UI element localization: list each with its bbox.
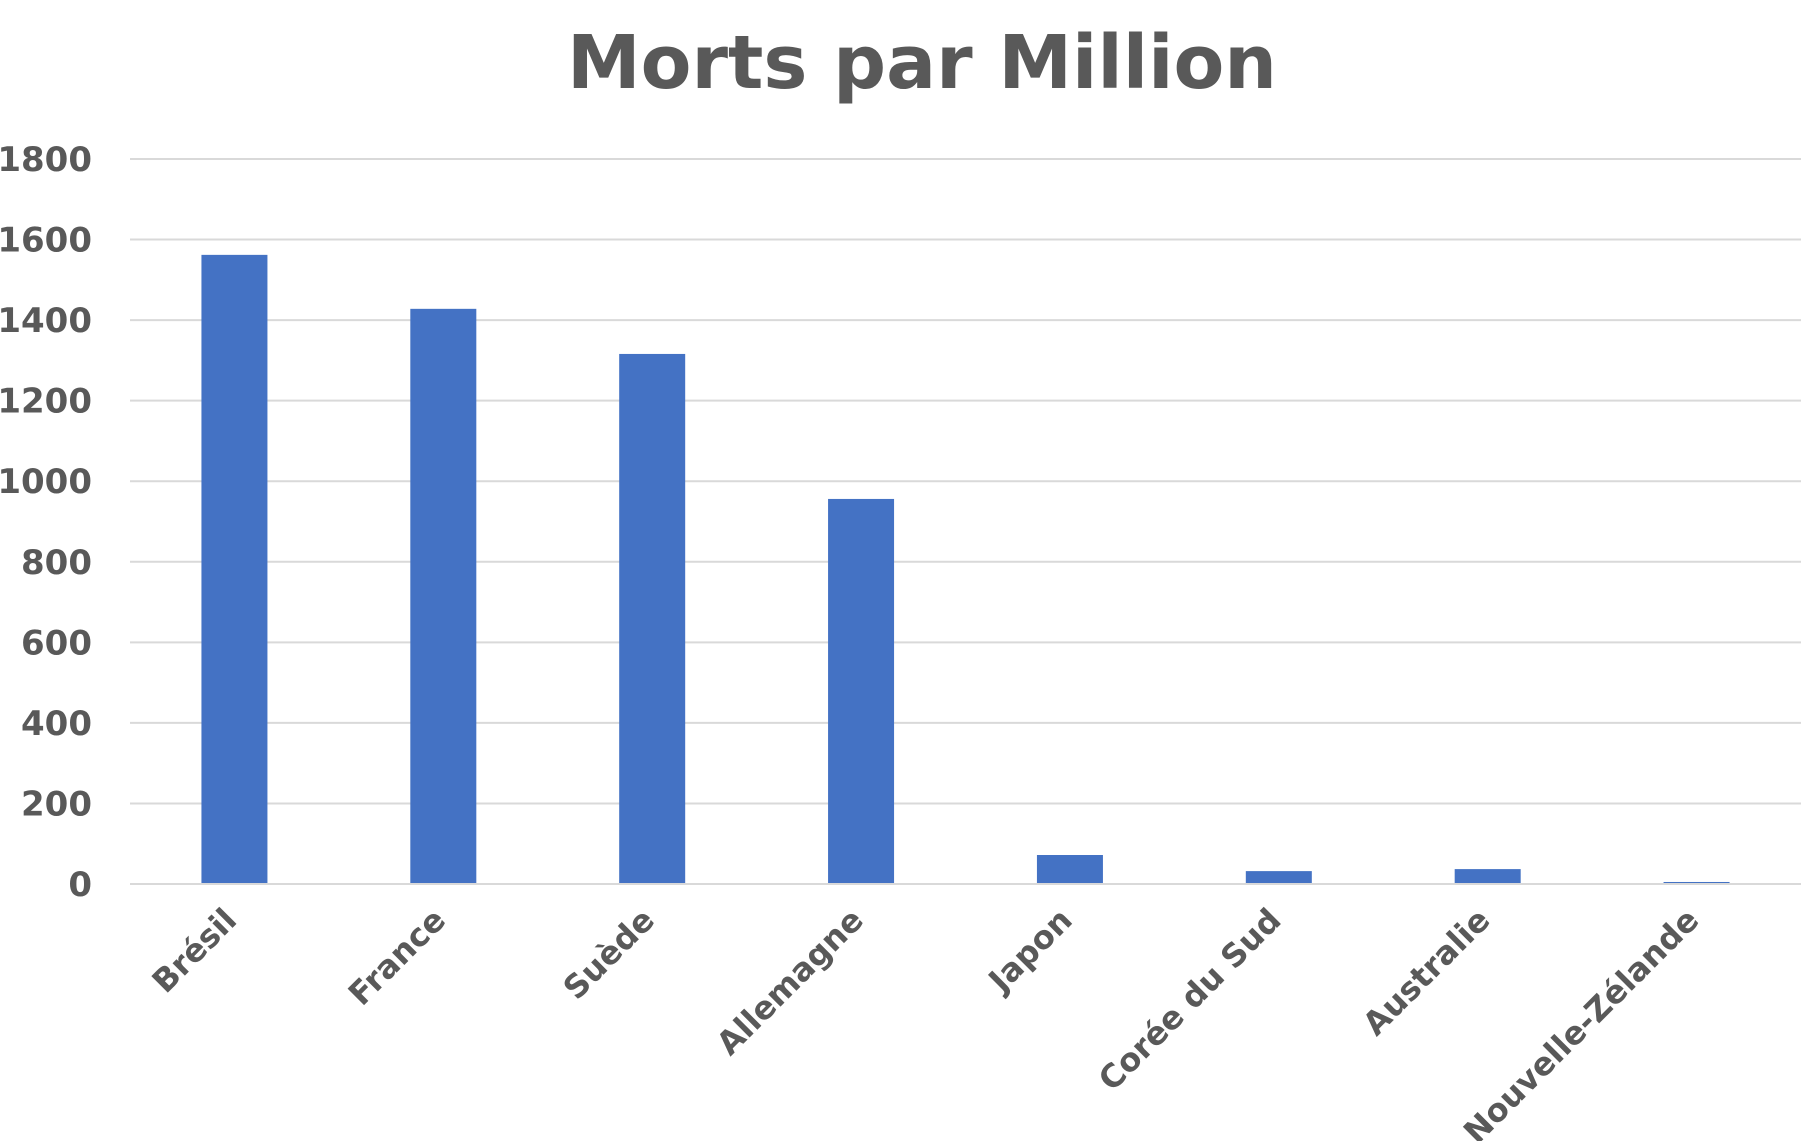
x-category-label: Allemagne xyxy=(709,901,871,1063)
x-category-label: Japon xyxy=(980,901,1080,1001)
y-tick-label: 1000 xyxy=(0,462,92,502)
y-tick-label: 1400 xyxy=(0,301,92,341)
bar-0 xyxy=(201,254,268,885)
bar-1 xyxy=(410,308,477,884)
bar-7 xyxy=(1663,881,1730,884)
bar-5 xyxy=(1245,871,1312,884)
x-category-label: Australie xyxy=(1355,901,1497,1043)
bar-4 xyxy=(1036,855,1103,884)
bars xyxy=(201,254,1730,885)
y-tick-label: 200 xyxy=(21,784,92,824)
chart-title: Morts par Million xyxy=(567,20,1277,106)
y-tick-label: 1600 xyxy=(0,221,92,261)
bar-2 xyxy=(619,353,686,884)
x-category-label: Corée du Sud xyxy=(1091,901,1289,1099)
x-category-label: France xyxy=(341,901,453,1013)
y-tick-label: 800 xyxy=(21,543,92,583)
x-category-label: Brésil xyxy=(144,901,244,1001)
x-category-label: Suède xyxy=(556,901,662,1007)
y-axis-tick-labels: 0 200 400 600 800 1000 1200 1400 1600 1800 xyxy=(0,140,92,905)
y-tick-label: 1800 xyxy=(0,140,92,180)
bar-3 xyxy=(828,498,895,884)
y-tick-label: 1200 xyxy=(0,382,92,422)
x-category-label: Nouvelle-Zélande xyxy=(1456,901,1706,1141)
bar-6 xyxy=(1454,869,1521,884)
y-tick-label: 400 xyxy=(21,704,92,744)
x-axis-category-labels: Brésil France Suède Allemagne Japon Corée du … xyxy=(144,901,1706,1141)
gridlines xyxy=(130,158,1801,805)
y-tick-label: 0 xyxy=(68,865,92,905)
y-tick-label: 600 xyxy=(21,623,92,663)
